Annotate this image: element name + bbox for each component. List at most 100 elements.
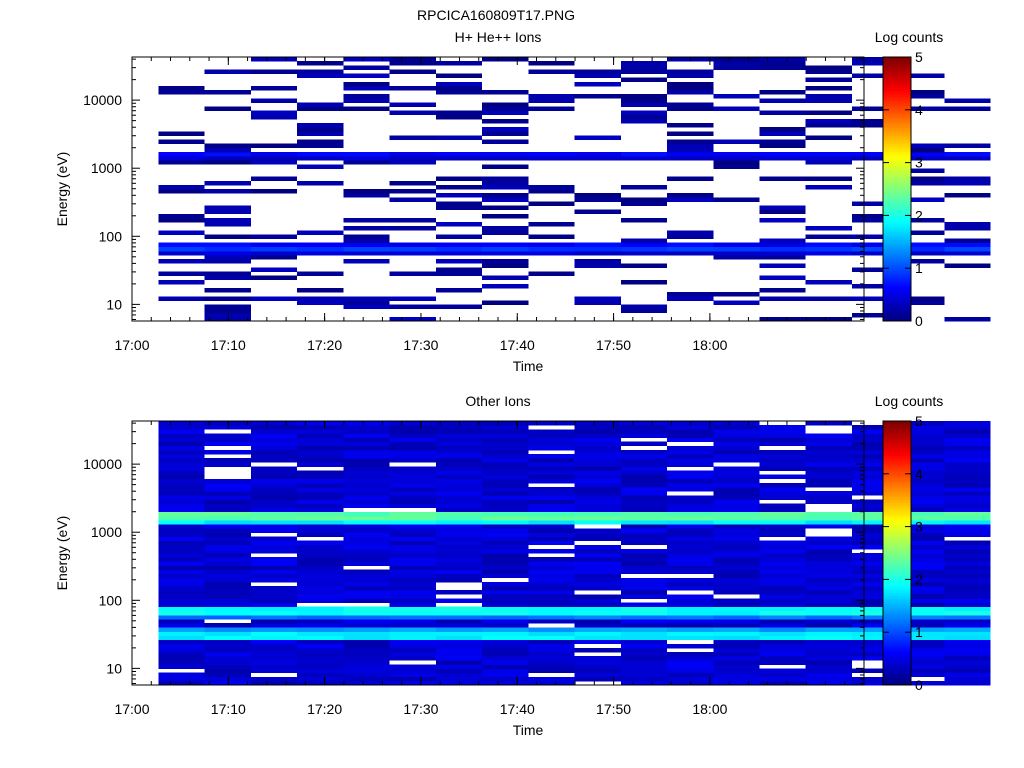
spectrogram-cell bbox=[759, 263, 806, 268]
spectrogram-cell bbox=[343, 524, 390, 529]
spectrogram-cell bbox=[944, 581, 991, 587]
spectrogram-cell bbox=[574, 668, 621, 674]
spectrogram-cell bbox=[574, 296, 621, 301]
spectrogram-cell bbox=[898, 425, 945, 430]
spectrogram-cell bbox=[204, 180, 251, 186]
spectrogram-cell bbox=[297, 458, 344, 463]
spectrogram-cell bbox=[204, 205, 251, 211]
spectrogram-cell bbox=[944, 573, 991, 579]
spectrogram-cell bbox=[250, 639, 298, 645]
spectrogram-cell bbox=[389, 316, 436, 322]
spectrogram-cell bbox=[805, 602, 852, 608]
spectrogram-cell bbox=[343, 553, 390, 558]
spectrogram-cell bbox=[482, 619, 529, 624]
spectrogram-cell bbox=[297, 581, 344, 587]
colorbar-step bbox=[883, 105, 911, 109]
spectrogram-cell bbox=[297, 511, 344, 517]
colorbar-step bbox=[883, 583, 911, 587]
spectrogram-cell bbox=[297, 429, 344, 434]
spectrogram-cell bbox=[297, 528, 344, 533]
spectrogram-cell bbox=[574, 242, 621, 248]
x-tick-label: 17:50 bbox=[596, 701, 631, 717]
spectrogram-cell bbox=[667, 598, 714, 603]
spectrogram-cell bbox=[250, 470, 298, 476]
spectrogram-cell bbox=[528, 61, 575, 66]
colorbar-step bbox=[883, 81, 911, 84]
spectrogram-cell bbox=[158, 213, 205, 219]
spectrogram-cell bbox=[898, 217, 945, 223]
colorbar-step bbox=[883, 184, 911, 188]
spectrogram-cell bbox=[898, 668, 945, 674]
spectrogram-cell bbox=[805, 462, 852, 467]
spectrogram-cell bbox=[204, 106, 251, 112]
spectrogram-cell bbox=[759, 668, 806, 674]
spectrogram-cell bbox=[759, 647, 806, 653]
spectrogram-cell bbox=[759, 619, 806, 624]
spectrogram-cell bbox=[759, 540, 806, 546]
spectrogram-cell bbox=[343, 557, 390, 562]
spectrogram-cell bbox=[944, 487, 991, 492]
spectrogram-cell bbox=[620, 540, 668, 546]
spectrogram-cell bbox=[158, 647, 205, 653]
spectrogram-cell bbox=[759, 437, 806, 443]
colorbar-step bbox=[883, 217, 911, 221]
spectrogram-cell bbox=[343, 631, 390, 636]
spectrogram-cell bbox=[759, 296, 806, 301]
spectrogram-cell bbox=[620, 631, 668, 636]
colorbar-step bbox=[883, 145, 911, 148]
spectrogram-cell bbox=[944, 470, 991, 476]
spectrogram-cell bbox=[389, 429, 436, 434]
spectrogram-cell bbox=[805, 98, 852, 103]
spectrogram-cell bbox=[204, 664, 251, 669]
spectrogram-cell bbox=[759, 557, 806, 562]
x-tick-label: 17:10 bbox=[211, 337, 246, 353]
x-tick-label: 17:30 bbox=[403, 337, 438, 353]
spectrogram-cell bbox=[250, 474, 298, 480]
spectrogram-cells bbox=[158, 57, 991, 322]
spectrogram-cell bbox=[435, 466, 483, 471]
spectrogram-cell bbox=[944, 250, 991, 256]
spectrogram-cell bbox=[343, 672, 390, 678]
spectrogram-cell bbox=[435, 503, 483, 509]
spectrogram-cell bbox=[250, 482, 298, 488]
spectrogram-cell bbox=[713, 449, 760, 455]
spectrogram-cell bbox=[528, 520, 575, 525]
spectrogram-cell bbox=[389, 242, 436, 248]
spectrogram-cell bbox=[620, 553, 668, 558]
spectrogram-cell bbox=[389, 643, 436, 649]
colorbar-step bbox=[883, 429, 911, 433]
spectrogram-cell bbox=[898, 656, 945, 661]
spectrogram-cell bbox=[250, 466, 298, 471]
colorbar-step bbox=[883, 197, 911, 201]
spectrogram-cell bbox=[759, 548, 806, 554]
spectrogram-cell bbox=[204, 482, 251, 488]
spectrogram-cell bbox=[944, 656, 991, 661]
colorbar-step bbox=[883, 680, 911, 684]
spectrogram-cell bbox=[389, 487, 436, 492]
spectrogram-cell bbox=[898, 606, 945, 612]
spectrogram-cell bbox=[667, 548, 714, 554]
spectrogram-cell bbox=[620, 507, 668, 513]
spectrogram-cell bbox=[482, 540, 529, 546]
colorbar-step bbox=[883, 213, 911, 216]
spectrogram-cell bbox=[482, 664, 529, 669]
spectrogram-cell bbox=[343, 441, 390, 447]
spectrogram-cell bbox=[435, 565, 483, 570]
spectrogram-cell bbox=[620, 680, 668, 686]
colorbar-step bbox=[883, 579, 911, 583]
spectrogram-cell bbox=[620, 565, 668, 570]
spectrogram-cell bbox=[204, 151, 251, 157]
spectrogram-cell bbox=[158, 652, 205, 657]
spectrogram-cell bbox=[759, 209, 806, 215]
spectrogram-cell bbox=[158, 296, 205, 301]
spectrogram-cell bbox=[528, 586, 575, 591]
spectrogram-cell bbox=[944, 569, 991, 575]
colorbar-step bbox=[883, 456, 911, 459]
spectrogram-cell bbox=[713, 478, 760, 484]
spectrogram-cell bbox=[158, 639, 205, 645]
spectrogram-cell bbox=[435, 656, 483, 661]
spectrogram-cell bbox=[158, 242, 205, 248]
spectrogram-cell bbox=[667, 643, 714, 649]
spectrogram-cell bbox=[944, 614, 991, 620]
spectrogram-cell bbox=[389, 561, 436, 566]
